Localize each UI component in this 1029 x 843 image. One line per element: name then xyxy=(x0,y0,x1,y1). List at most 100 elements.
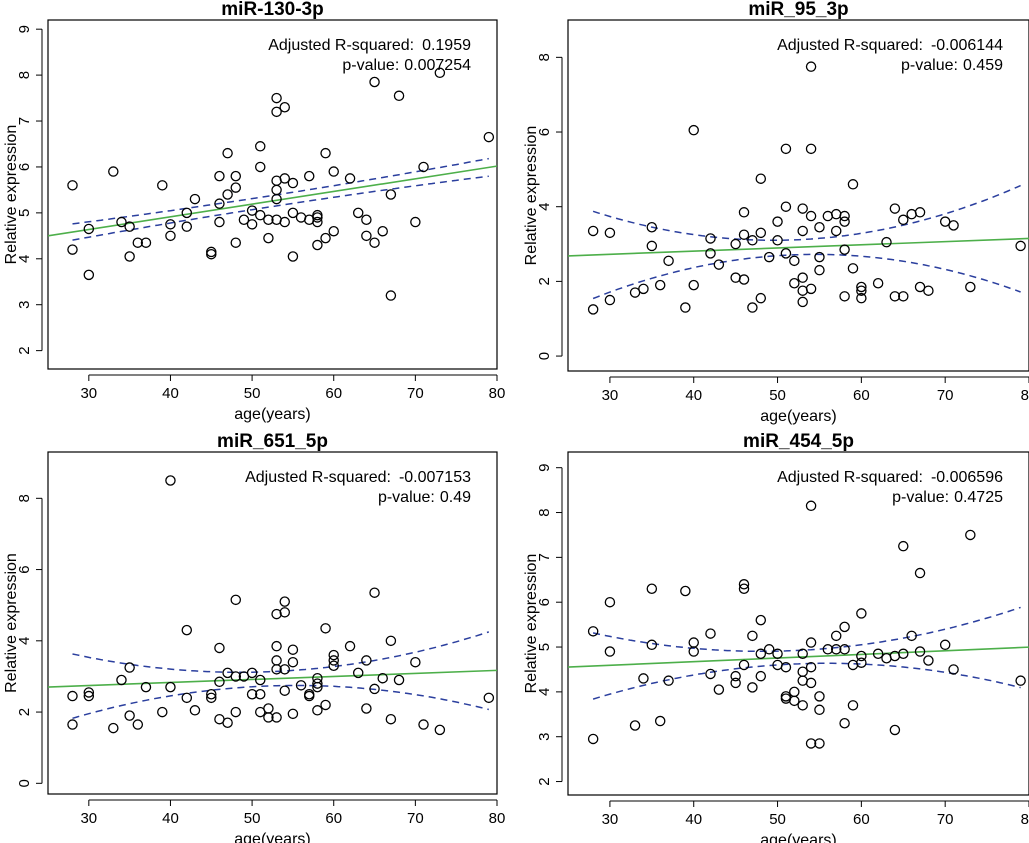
p-value-value: 0.459 xyxy=(963,57,1003,74)
data-point xyxy=(410,656,421,668)
chart-panel-1: miR-130-3p 30 40 50 60 70 80 age(years) 2 3 4 5 6 7 8 9… xyxy=(3,0,505,423)
data-point xyxy=(805,677,817,689)
data-point xyxy=(805,738,817,749)
data-point xyxy=(646,583,658,595)
y-tick-label: 7 xyxy=(536,553,553,561)
data-point xyxy=(246,219,258,230)
data-point xyxy=(393,90,405,102)
data-point xyxy=(587,733,599,745)
data-point xyxy=(805,500,817,512)
data-point xyxy=(271,106,282,118)
plot-frame xyxy=(47,19,498,370)
data-point xyxy=(604,294,616,306)
y-tick-label: 4 xyxy=(16,637,33,645)
data-point xyxy=(352,207,364,219)
data-point xyxy=(279,596,290,607)
y-tick-label: 6 xyxy=(16,163,33,171)
data-point xyxy=(629,287,641,298)
data-point xyxy=(797,648,808,660)
data-point xyxy=(814,221,825,233)
data-point xyxy=(312,239,323,251)
data-point xyxy=(654,279,666,291)
data-point xyxy=(923,285,934,296)
y-tick-label: 4 xyxy=(16,255,33,263)
x-tick-label: 70 xyxy=(937,811,954,828)
data-point xyxy=(646,639,658,651)
r-squared-text: Adjusted R-squared: -0.007153 xyxy=(245,469,471,486)
y-tick-label: 8 xyxy=(536,53,553,61)
plot-area xyxy=(48,475,497,736)
data-point xyxy=(238,214,250,226)
data-point xyxy=(856,281,867,293)
data-point xyxy=(132,719,144,730)
data-point xyxy=(385,189,397,200)
data-point xyxy=(320,147,331,159)
data-point xyxy=(856,657,867,668)
y-tick-label: 0 xyxy=(536,352,553,360)
data-point xyxy=(889,203,901,214)
r-squared-text: Adjusted R-squared: 0.1959 xyxy=(268,37,471,54)
data-point xyxy=(688,637,699,648)
data-point xyxy=(361,703,372,714)
data-point xyxy=(797,700,808,711)
r-squared-label: Adjusted R-squared: xyxy=(245,469,391,486)
data-point xyxy=(206,692,217,704)
x-axis-label: age(years) xyxy=(760,408,836,425)
p-value-label: p-value: xyxy=(901,57,958,74)
data-point xyxy=(214,216,225,228)
data-point xyxy=(814,251,825,263)
y-tick-label: 7 xyxy=(16,117,33,125)
chart-title: miR_454_5p xyxy=(743,431,854,452)
y-tick-label: 3 xyxy=(16,301,33,309)
y-tick-label: 5 xyxy=(536,643,553,651)
r-squared-text: Adjusted R-squared: -0.006144 xyxy=(777,37,1003,54)
y-axis-label: Relative expression xyxy=(3,553,20,693)
plot-frame xyxy=(567,451,1029,796)
data-point xyxy=(898,648,909,660)
data-point xyxy=(638,283,649,295)
data-point xyxy=(271,184,282,196)
x-tick-label: 60 xyxy=(853,811,870,828)
data-point xyxy=(797,666,808,677)
confidence-band-upper xyxy=(592,184,1021,242)
data-point xyxy=(312,681,323,693)
data-point xyxy=(898,540,909,552)
data-point xyxy=(246,667,258,679)
data-point xyxy=(914,646,926,657)
data-point xyxy=(263,703,274,714)
data-point xyxy=(116,674,127,686)
data-point xyxy=(328,649,339,661)
data-point xyxy=(328,655,339,666)
data-point xyxy=(214,676,225,688)
data-point xyxy=(763,251,775,263)
r-squared-label: Adjusted R-squared: xyxy=(777,469,923,486)
data-point xyxy=(680,302,691,313)
data-point xyxy=(157,706,168,718)
data-point xyxy=(772,235,783,246)
p-value-text: p-value: 0.007254 xyxy=(342,57,471,74)
x-tick-label: 70 xyxy=(407,385,424,402)
confidence-band-lower xyxy=(72,684,489,720)
data-point xyxy=(638,673,649,684)
x-axis-label: age(years) xyxy=(760,832,836,843)
data-point xyxy=(418,161,429,173)
data-point xyxy=(939,639,951,651)
confidence-band-lower xyxy=(592,253,1021,300)
confidence-band-lower xyxy=(72,175,489,241)
data-point xyxy=(780,693,792,704)
data-point xyxy=(181,692,193,704)
x-tick-label: 30 xyxy=(80,385,97,402)
data-point xyxy=(165,230,176,242)
chart-panel-3: miR_651_5p 30 40 50 60 70 80 age(years) 0 2 4 6 8 Rel… xyxy=(3,431,505,843)
data-point xyxy=(889,291,901,302)
data-point xyxy=(747,682,758,693)
data-point xyxy=(124,662,135,673)
y-tick-label: 8 xyxy=(16,71,33,79)
data-point xyxy=(312,212,323,223)
data-point xyxy=(965,281,976,293)
data-point xyxy=(165,475,176,486)
data-point xyxy=(839,216,850,227)
plot-frame xyxy=(567,19,1029,372)
data-point xyxy=(271,640,282,652)
data-point xyxy=(898,291,909,302)
